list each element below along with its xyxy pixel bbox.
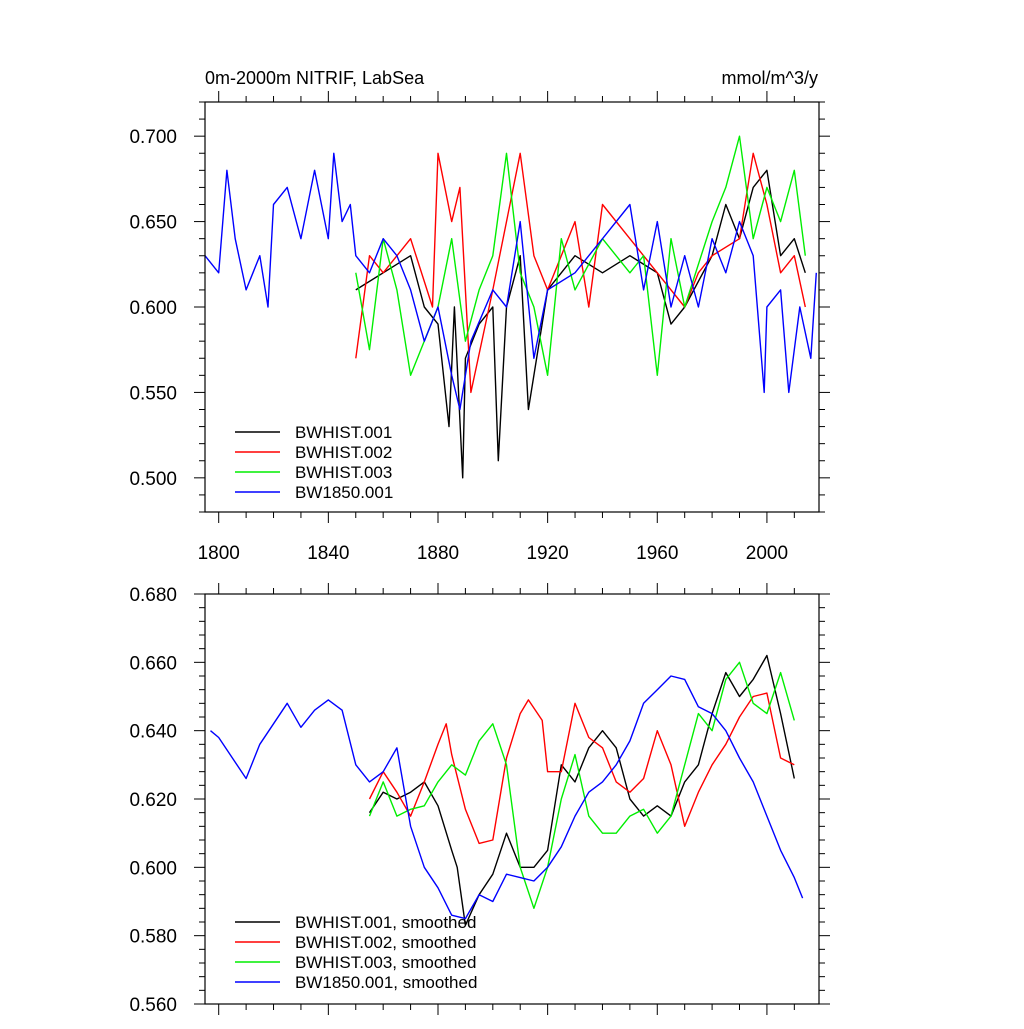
- series-line-bwhist-002: [355, 152, 806, 394]
- series-line-bwhist-003-smoothed: [368, 661, 795, 909]
- y-tick-label: 0.500: [129, 469, 177, 490]
- x-tick-label: 2000: [746, 543, 788, 564]
- legend-label: BW1850.001, smoothed: [295, 973, 477, 992]
- raw-panel: 0m-2000m NITRIF, LabSea mmol/m^3/y 0.500…: [129, 68, 830, 564]
- y-tick-label: 0.550: [129, 383, 177, 404]
- y-tick-label: 0.660: [129, 653, 177, 674]
- legend-label: BWHIST.002, smoothed: [295, 933, 476, 952]
- raw-tick-labels: 0.500 0.550 0.600 0.650 0.700 1800 1840 1880 192…: [129, 127, 788, 564]
- series-line-bwhist-001: [355, 169, 806, 479]
- y-tick-label: 0.600: [129, 858, 177, 879]
- y-tick-label: 0.580: [129, 927, 177, 948]
- x-tick-label: 1880: [417, 543, 459, 564]
- legend-label: BWHIST.002: [295, 443, 392, 462]
- smoothed-plot-frame: [204, 593, 820, 1005]
- series-line-bw1850-001: [204, 152, 817, 411]
- legend-label: BWHIST.003: [295, 463, 392, 482]
- x-tick-label: 1960: [636, 543, 678, 564]
- smoothed-panel: 0.560 0.580 0.600 0.620 0.640 0.660 0.680 BWHI…: [129, 583, 830, 1016]
- series-line-bw1850-001-smoothed: [210, 675, 804, 920]
- y-tick-label: 0.640: [129, 722, 177, 743]
- panel-title: 0m-2000m NITRIF, LabSea: [205, 68, 425, 88]
- units-label: mmol/m^3/y: [722, 68, 818, 88]
- raw-series-group: [204, 135, 817, 479]
- legend-label: BWHIST.001, smoothed: [295, 913, 476, 932]
- series-line-bwhist-002-smoothed: [368, 692, 795, 845]
- raw-plot-frame: [204, 101, 820, 513]
- x-tick-label: 1920: [526, 543, 568, 564]
- smoothed-ticks: [194, 583, 830, 1015]
- smoothed-series-group: [210, 654, 804, 927]
- raw-ticks: [194, 91, 830, 523]
- legend-label: BW1850.001: [295, 483, 393, 502]
- y-tick-label: 0.650: [129, 213, 177, 234]
- y-tick-label: 0.700: [129, 127, 177, 148]
- x-tick-label: 1840: [307, 543, 349, 564]
- y-tick-label: 0.560: [129, 995, 177, 1016]
- smoothed-tick-labels: 0.560 0.580 0.600 0.620 0.640 0.660 0.680: [129, 585, 177, 1016]
- y-tick-label: 0.600: [129, 298, 177, 319]
- legend-label: BWHIST.003, smoothed: [295, 953, 476, 972]
- y-tick-label: 0.680: [129, 585, 177, 606]
- y-tick-label: 0.620: [129, 790, 177, 811]
- x-tick-label: 1800: [198, 543, 240, 564]
- series-line-bwhist-001-smoothed: [368, 654, 795, 927]
- legend-label: BWHIST.001: [295, 423, 392, 442]
